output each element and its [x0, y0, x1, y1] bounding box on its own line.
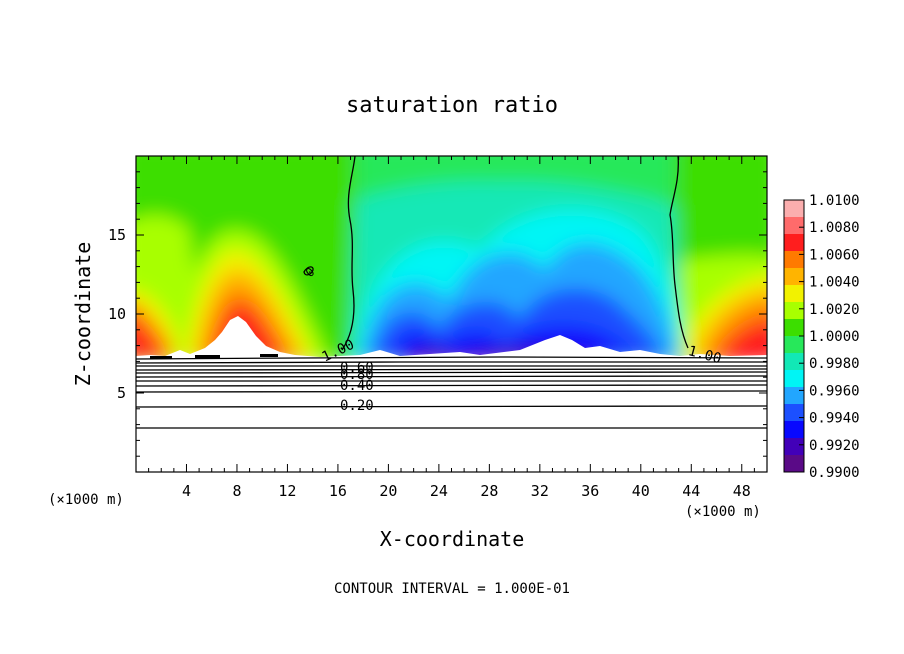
y-tick-label: 10 — [108, 305, 126, 323]
colorbar-swatch — [784, 421, 804, 439]
colorbar-swatch — [784, 319, 804, 337]
x-unit-right: (×1000 m) — [685, 504, 761, 520]
contour-interval-note: CONTOUR INTERVAL = 1.000E-01 — [334, 581, 570, 597]
contour-label: 0.40 — [340, 378, 374, 394]
colorbar-label: 0.9920 — [809, 438, 860, 454]
colorbar-swatch — [784, 353, 804, 371]
x-unit-left: (×1000 m) — [48, 492, 124, 508]
x-tick-label: 44 — [682, 482, 700, 500]
colorbar-swatch — [784, 217, 804, 235]
x-tick-label: 4 — [182, 482, 191, 500]
colorbar-label: 1.0040 — [809, 275, 860, 291]
x-tick-label: 32 — [531, 482, 549, 500]
colorbar-swatch — [784, 251, 804, 269]
x-tick-label: 36 — [581, 482, 599, 500]
x-tick-label: 40 — [632, 482, 650, 500]
colorbar-label: 1.0000 — [809, 329, 860, 345]
x-tick-label: 16 — [329, 482, 347, 500]
x-tick-label: 8 — [232, 482, 241, 500]
colorbar-swatch — [784, 404, 804, 422]
x-tick-label: 48 — [733, 482, 751, 500]
y-tick-label: 15 — [108, 226, 126, 244]
chart-title: saturation ratio — [346, 93, 558, 118]
x-tick-label: 20 — [379, 482, 397, 500]
colorbar-swatch — [784, 438, 804, 456]
colorbar-swatch — [784, 285, 804, 303]
colorbar-label: 0.9900 — [809, 465, 860, 481]
colorbar: 1.0100 1.0080 1.0060 1.0040 1.0020 1.0000 0.99… — [783, 193, 860, 481]
y-axis-label: Z-coordinate — [71, 242, 95, 387]
terrain-blocks — [150, 354, 278, 359]
terrain-mask — [136, 316, 767, 472]
colorbar-swatch — [784, 200, 804, 218]
colorbar-swatch — [784, 234, 804, 252]
contour-label: 0.60 — [340, 360, 374, 376]
x-tick-label: 12 — [278, 482, 296, 500]
colorbar-label: 1.0100 — [809, 193, 860, 209]
contour-lines — [136, 156, 767, 429]
colorbar-swatch — [784, 268, 804, 286]
colorbar-swatch — [784, 455, 804, 473]
colorbar-label: 1.0020 — [809, 302, 860, 318]
colorbar-label: 0.9960 — [809, 383, 860, 399]
colorbar-swatch — [784, 336, 804, 354]
colorbar-label: 0.9980 — [809, 356, 860, 372]
plot-area: 1.00 0.80 0.60 0.40 0.20 0 1.00 — [136, 156, 767, 472]
x-axis-ticks: 4 8 12 16 20 24 28 32 36 40 44 48 — [148, 156, 755, 500]
contour-label: 0.80 — [340, 367, 374, 383]
x-tick-label: 28 — [480, 482, 498, 500]
x-axis-label: X-coordinate — [380, 527, 525, 551]
colorbar-label: 1.0080 — [809, 220, 860, 236]
colorbar-label: 0.9940 — [809, 411, 860, 427]
colorbar-swatch — [784, 387, 804, 405]
contour-label: 0.20 — [340, 398, 374, 414]
colorbar-swatch — [784, 302, 804, 320]
colorbar-swatch — [784, 370, 804, 388]
y-tick-label: 5 — [117, 384, 126, 402]
y-axis-ticks: 5 10 15 — [108, 171, 767, 457]
colorbar-label: 1.0060 — [809, 247, 860, 263]
x-tick-label: 24 — [430, 482, 448, 500]
